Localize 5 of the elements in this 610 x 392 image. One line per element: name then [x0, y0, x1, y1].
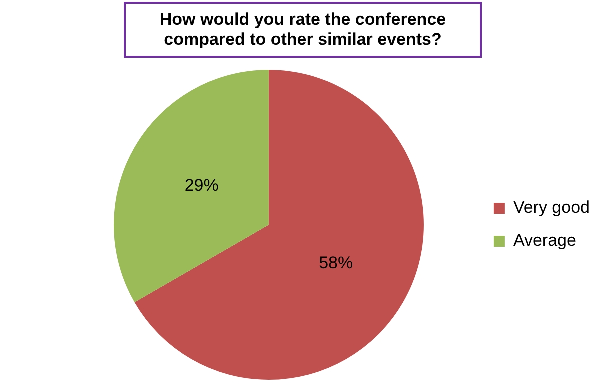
legend-label: Very good [513, 198, 590, 218]
data-label: 29% [184, 176, 219, 195]
legend-label: Average [513, 231, 576, 250]
data-label: 58% [319, 253, 354, 272]
chart-title: How would you rate the conference compared to other similar events? [124, 2, 482, 58]
